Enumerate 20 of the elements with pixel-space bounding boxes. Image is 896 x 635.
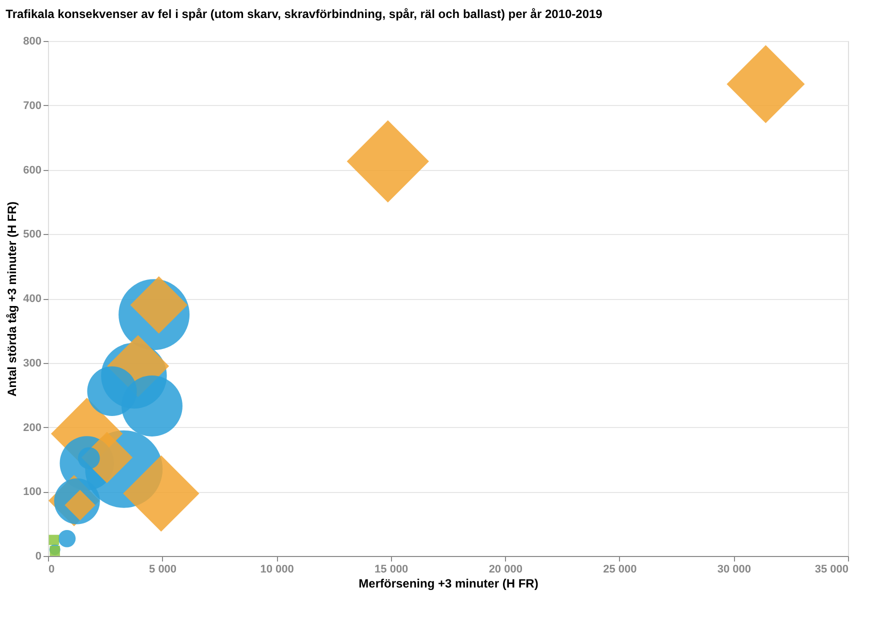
y-tick-label: 0: [35, 550, 42, 562]
y-tick-label: 200: [23, 422, 42, 434]
x-tick-label: 25 000: [603, 564, 637, 576]
y-tick-label: 800: [23, 36, 42, 48]
y-axis-title: Antal störda tåg +3 minuter (H FR): [5, 201, 20, 397]
chart-title: Trafikala konsekvenser av fel i spår (utom skarv, skravförbindning, spår, räl och ballast) per år 2010-2019: [6, 7, 603, 21]
x-tick-label: 15 000: [374, 564, 408, 576]
x-axis-title: Merförsening +3 minuter (H FR): [358, 576, 538, 590]
x-tick-label: 5 000: [149, 564, 177, 576]
y-tick-label: 700: [23, 100, 42, 112]
x-tick-label: 20 000: [488, 564, 522, 576]
x-tick-label: 0: [48, 564, 55, 576]
y-tick-label: 500: [23, 228, 42, 241]
y-tick-label: 600: [23, 164, 42, 176]
y-tick-label: 100: [23, 486, 42, 498]
x-tick-label: 10 000: [260, 564, 294, 576]
x-tick-label: 30 000: [717, 564, 752, 576]
y-tick-label: 400: [23, 293, 42, 305]
x-tick-label: 35 000: [814, 564, 848, 576]
y-tick-label: 300: [23, 357, 42, 370]
